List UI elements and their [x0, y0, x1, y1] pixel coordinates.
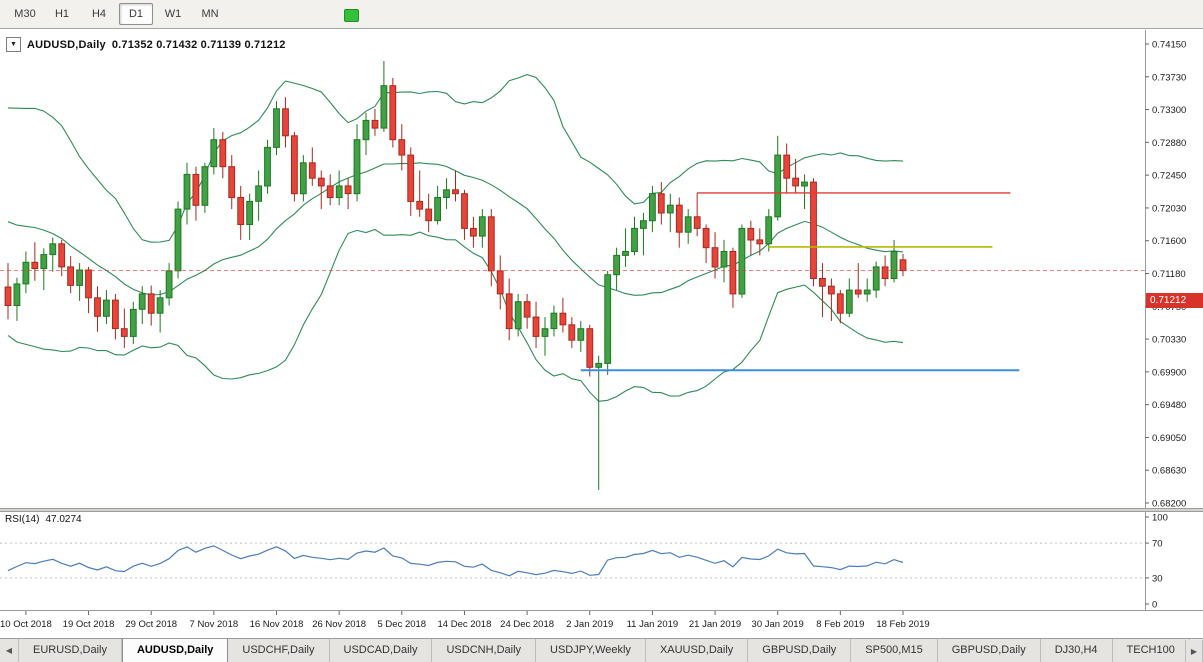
rsi-indicator-name: RSI(14)	[5, 514, 40, 525]
main-chart-canvas[interactable]: 0.74150 0.73730 0.73300 0.72880 0.72450 0.720…	[0, 30, 1203, 510]
chart-tab-sp500-m15[interactable]: SP500,M15	[851, 639, 938, 662]
bollinger-lower-line	[7, 228, 904, 402]
chart-tab-dj30-h4[interactable]: DJ30,H4	[1040, 639, 1113, 662]
bollinger-upper-line	[7, 74, 904, 243]
chart-tab-gbpusd-daily[interactable]: GBPUSD,Daily	[748, 639, 852, 662]
chevron-down-icon: ▼	[10, 41, 17, 48]
svg-text:70: 70	[1152, 539, 1163, 550]
chart-tab-bar: ◀ EURUSD,Daily AUDUSD,Daily USDCHF,Daily US…	[0, 638, 1203, 662]
svg-text:0: 0	[1152, 600, 1157, 611]
chart-tab-usdjpy-weekly[interactable]: USDJPY,Weekly	[536, 639, 646, 662]
svg-text:16 Nov 2018: 16 Nov 2018	[250, 619, 304, 630]
svg-text:21 Jan 2019: 21 Jan 2019	[689, 619, 741, 630]
svg-text:0.70330: 0.70330	[1152, 335, 1186, 346]
chart-tab-usdcnh-daily[interactable]: USDCNH,Daily	[432, 639, 537, 662]
candlestick-series	[4, 61, 907, 490]
svg-text:0.69900: 0.69900	[1152, 367, 1186, 378]
timeframe-button-m30[interactable]: M30	[14, 8, 36, 20]
svg-text:30 Jan 2019: 30 Jan 2019	[752, 619, 804, 630]
svg-text:0.73300: 0.73300	[1152, 105, 1186, 116]
rsi-current-value: 47.0274	[45, 514, 82, 525]
chart-tab-audusd-daily[interactable]: AUDUSD,Daily	[121, 639, 229, 662]
chart-symbol-label: AUDUSD,Daily	[27, 38, 106, 51]
panel-splitter[interactable]	[0, 508, 1203, 512]
tab-scroll-right-icon[interactable]: ▶	[1185, 640, 1203, 662]
timeframe-button-mn[interactable]: MN	[201, 8, 219, 20]
svg-text:24 Dec 2018: 24 Dec 2018	[500, 619, 554, 630]
chart-tab-xauusd-daily[interactable]: XAUUSD,Daily	[645, 639, 749, 662]
svg-text:0.69480: 0.69480	[1152, 400, 1186, 411]
timeframe-button-h4[interactable]: H4	[91, 8, 107, 20]
svg-text:18 Feb 2019: 18 Feb 2019	[876, 619, 929, 630]
chart-tab-tech100[interactable]: TECH100	[1112, 639, 1190, 662]
bottom-tab-strip: EURUSD,Daily AUDUSD,Daily USDCHF,Daily USDC…	[19, 639, 1190, 662]
rsi-line	[7, 545, 904, 577]
price-chart-panel: 0.74150 0.73730 0.73300 0.72880 0.72450 0.720…	[0, 30, 1203, 510]
rsi-chart-canvas[interactable]: 100 70 30 0	[0, 512, 1203, 611]
svg-text:0.72880: 0.72880	[1152, 138, 1186, 149]
svg-text:5 Dec 2018: 5 Dec 2018	[378, 619, 427, 630]
tab-scroll-left-icon[interactable]: ◀	[0, 639, 19, 662]
time-axis-panel: 10 Oct 2018 19 Oct 2018 29 Oct 2018 7 Nov 2…	[0, 610, 1203, 638]
chart-title: ▼ AUDUSD,Daily 0.71352 0.71432 0.71139 0…	[6, 37, 286, 52]
svg-text:11 Jan 2019: 11 Jan 2019	[627, 619, 679, 630]
svg-text:0.74150: 0.74150	[1152, 40, 1186, 51]
bid-price-badge: 0.71212	[1146, 293, 1203, 309]
chart-tab-gbpusd-daily[interactable]: GBPUSD,Daily	[937, 639, 1041, 662]
timeframe-toolbar: M30 H1 H4 D1 W1 MN	[0, 0, 1203, 29]
svg-text:0.68630: 0.68630	[1152, 466, 1186, 477]
svg-text:7 Nov 2018: 7 Nov 2018	[190, 619, 239, 630]
svg-text:2 Jan 2019: 2 Jan 2019	[566, 619, 613, 630]
chart-tab-usdchf-daily[interactable]: USDCHF,Daily	[228, 639, 330, 662]
svg-text:19 Oct 2018: 19 Oct 2018	[63, 619, 115, 630]
timeframe-button-d1[interactable]: D1	[119, 3, 153, 25]
svg-text:8 Feb 2019: 8 Feb 2019	[816, 619, 864, 630]
svg-text:0.73730: 0.73730	[1152, 72, 1186, 83]
timeframe-button-group: M30 H1 H4 D1 W1 MN	[8, 3, 230, 25]
svg-text:26 Nov 2018: 26 Nov 2018	[312, 619, 366, 630]
chart-ohlc-values: 0.71352 0.71432 0.71139 0.71212	[111, 38, 286, 51]
svg-text:0.71600: 0.71600	[1152, 236, 1186, 247]
svg-text:0.71180: 0.71180	[1152, 269, 1186, 280]
timeframe-button-w1[interactable]: W1	[164, 8, 182, 20]
svg-text:0.68200: 0.68200	[1152, 499, 1186, 509]
svg-text:10 Oct 2018: 10 Oct 2018	[0, 619, 52, 630]
chart-tab-usdcad-daily[interactable]: USDCAD,Daily	[329, 639, 433, 662]
time-axis-canvas[interactable]: 10 Oct 2018 19 Oct 2018 29 Oct 2018 7 Nov 2…	[0, 610, 1203, 638]
rsi-indicator-panel: 100 70 30 0 RSI(14) 47.0274	[0, 512, 1203, 611]
chart-tab-eurusd-daily[interactable]: EURUSD,Daily	[19, 639, 122, 662]
svg-text:30: 30	[1152, 573, 1163, 584]
svg-text:0.72030: 0.72030	[1152, 203, 1186, 214]
svg-text:29 Oct 2018: 29 Oct 2018	[125, 619, 177, 630]
svg-text:100: 100	[1152, 513, 1168, 524]
svg-text:0.69050: 0.69050	[1152, 433, 1186, 444]
green-indicator-icon[interactable]	[344, 9, 359, 22]
rsi-label: RSI(14) 47.0274	[5, 514, 82, 525]
svg-text:14 Dec 2018: 14 Dec 2018	[438, 619, 492, 630]
svg-text:0.72450: 0.72450	[1152, 171, 1186, 182]
timeframe-button-h1[interactable]: H1	[54, 8, 70, 20]
chart-dropdown-icon[interactable]: ▼	[6, 37, 21, 52]
